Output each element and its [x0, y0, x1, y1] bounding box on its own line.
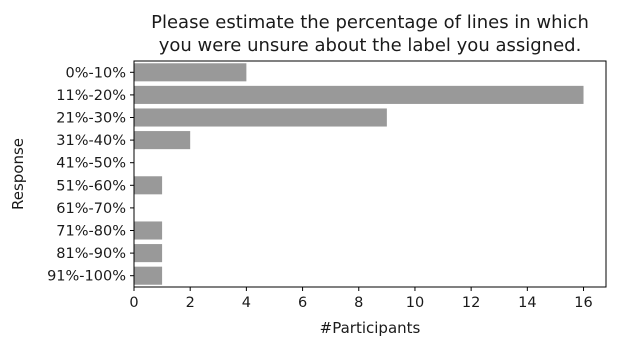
- y-tick-label-4: 41%-50%: [56, 156, 126, 172]
- y-tick-label-7: 71%-80%: [56, 224, 126, 240]
- x-tick-label-4: 8: [354, 295, 363, 311]
- y-tick-label-8: 81%-90%: [56, 246, 126, 262]
- y-axis-label: Response: [9, 138, 27, 210]
- chart-title-line-2: you were unsure about the label you assi…: [159, 35, 582, 56]
- bar-2: [134, 108, 387, 127]
- y-tick-label-2: 21%-30%: [56, 111, 126, 127]
- y-tick-label-1: 11%-20%: [56, 88, 126, 104]
- chart-title-line-1: Please estimate the percentage of lines …: [151, 12, 589, 33]
- x-tick-label-7: 14: [518, 295, 536, 311]
- bar-1: [134, 85, 584, 104]
- bars-group: [134, 63, 584, 285]
- bar-3: [134, 131, 191, 150]
- x-tick-label-6: 12: [462, 295, 480, 311]
- x-tick-label-2: 4: [242, 295, 251, 311]
- bar-5: [134, 176, 163, 195]
- y-ticks-group: 0%-10% 11%-20% 21%-30% 31%-40% 41%-50% 51%-60…: [47, 65, 134, 285]
- x-axis-label: #Participants: [320, 319, 421, 337]
- y-tick-label-5: 51%-60%: [56, 178, 126, 194]
- bar-8: [134, 244, 163, 263]
- x-ticks-group: 0 2 4 6 8 10 12 14 16: [129, 287, 593, 311]
- x-tick-label-3: 6: [298, 295, 307, 311]
- bar-9: [134, 266, 163, 285]
- plot-frame: [133, 60, 607, 288]
- x-tick-label-0: 0: [129, 295, 138, 311]
- x-tick-label-8: 16: [574, 295, 592, 311]
- y-tick-label-0: 0%-10%: [66, 65, 126, 81]
- bar-0: [134, 63, 247, 82]
- y-tick-label-6: 61%-70%: [56, 201, 126, 217]
- x-tick-label-5: 10: [406, 295, 424, 311]
- y-tick-label-3: 31%-40%: [56, 133, 126, 149]
- y-tick-label-9: 91%-100%: [47, 269, 126, 285]
- x-tick-label-1: 2: [186, 295, 195, 311]
- bar-7: [134, 221, 163, 240]
